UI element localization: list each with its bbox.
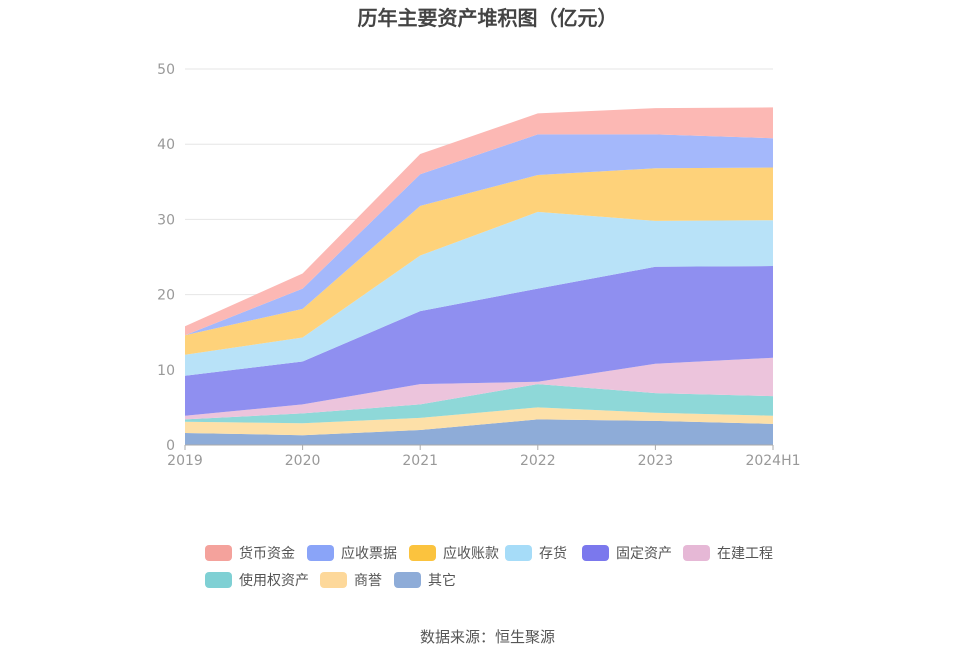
legend-label: 在建工程 [717,546,773,562]
x-tick-label: 2020 [285,453,321,469]
y-tick-label: 10 [157,363,175,379]
legend-item[interactable]: 其它 [394,569,456,591]
legend-item[interactable]: 货币资金 [205,542,295,564]
y-tick-label: 50 [157,62,175,78]
data-source: 数据来源：恒生聚源 [419,628,555,646]
x-tick-label: 2019 [167,453,203,469]
x-tick-label: 2023 [638,453,674,469]
legend-swatch [505,545,532,561]
legend-item[interactable]: 在建工程 [683,542,773,564]
legend-label: 应收票据 [341,546,397,562]
legend-swatch [307,545,334,561]
area-应收票据 [185,134,773,336]
legend-item[interactable]: 应收账款 [409,542,499,564]
area-固定资产 [185,266,773,416]
legend-swatch [394,572,421,588]
legend-label: 货币资金 [239,546,295,562]
legend-swatch [683,545,710,561]
area-商誉 [185,407,773,436]
legend-swatch [205,572,232,588]
chart-title: 历年主要资产堆积图（亿元） [357,6,618,30]
y-tick-label: 40 [157,137,175,153]
legend-swatch [582,545,609,561]
y-tick-label: 30 [157,212,175,228]
area-存货 [185,211,773,376]
area-使用权资产 [185,384,773,424]
legend-label: 固定资产 [616,546,672,562]
legend-label: 应收账款 [443,546,499,562]
area-在建工程 [185,357,773,420]
area-其它 [185,419,773,445]
legend-label: 商誉 [354,573,382,589]
legend-item[interactable]: 应收票据 [307,542,397,564]
legend-item[interactable]: 固定资产 [582,542,672,564]
area-货币资金 [185,107,773,336]
legend-item[interactable]: 商誉 [320,569,382,591]
y-tick-label: 0 [166,438,175,454]
area-应收账款 [185,167,773,355]
legend-label: 其它 [428,573,456,589]
legend-item[interactable]: 使用权资产 [205,569,309,591]
legend-label: 存货 [539,546,567,562]
x-tick-label: 2024H1 [745,453,800,469]
x-tick-label: 2021 [402,453,438,469]
x-tick-label: 2022 [520,453,556,469]
legend-label: 使用权资产 [239,573,309,589]
legend-item[interactable]: 存货 [505,542,567,564]
stacked-area-chart: 0 10 20 30 40 50 2019 2020 2021 2022 2023 2024H1 [157,62,800,469]
y-tick-label: 20 [157,288,175,304]
legend-swatch [320,572,347,588]
legend-swatch [409,545,436,561]
legend-swatch [205,545,232,561]
